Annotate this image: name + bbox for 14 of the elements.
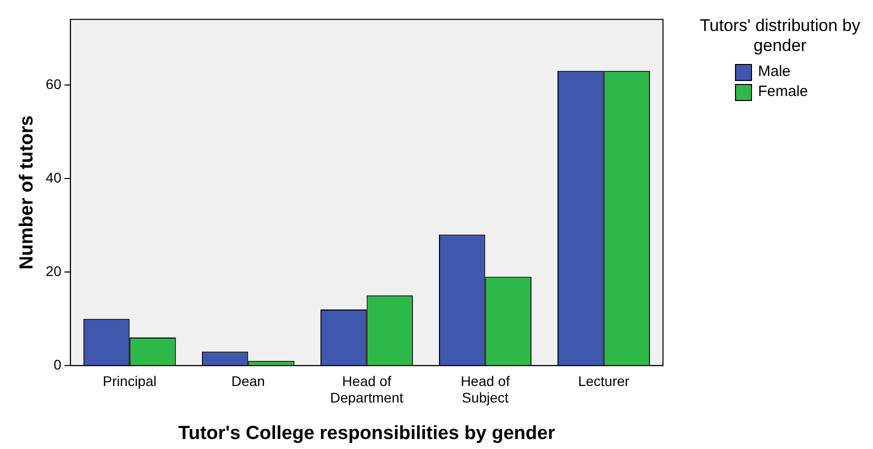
y-tick-label: 40 bbox=[46, 169, 62, 186]
legend-label: Male bbox=[758, 62, 791, 82]
x-axis-title: Tutor's College responsibilities by gender bbox=[178, 422, 556, 444]
y-tick-label: 60 bbox=[46, 76, 62, 92]
y-axis-title: Number of tutors bbox=[16, 115, 38, 270]
y-tick-label: 0 bbox=[54, 356, 62, 372]
y-tick-label: 20 bbox=[46, 262, 62, 279]
x-tick-label: Principal bbox=[102, 372, 156, 389]
legend-title: Tutors' distribution by gender bbox=[698, 16, 862, 56]
legend-label: Female bbox=[758, 82, 808, 102]
x-tick-label: Head of Department bbox=[330, 372, 404, 406]
x-tick-label: Lecturer bbox=[578, 372, 630, 389]
x-tick-label: Dean bbox=[231, 372, 265, 389]
x-tick-label: Head of Subject bbox=[460, 372, 510, 406]
